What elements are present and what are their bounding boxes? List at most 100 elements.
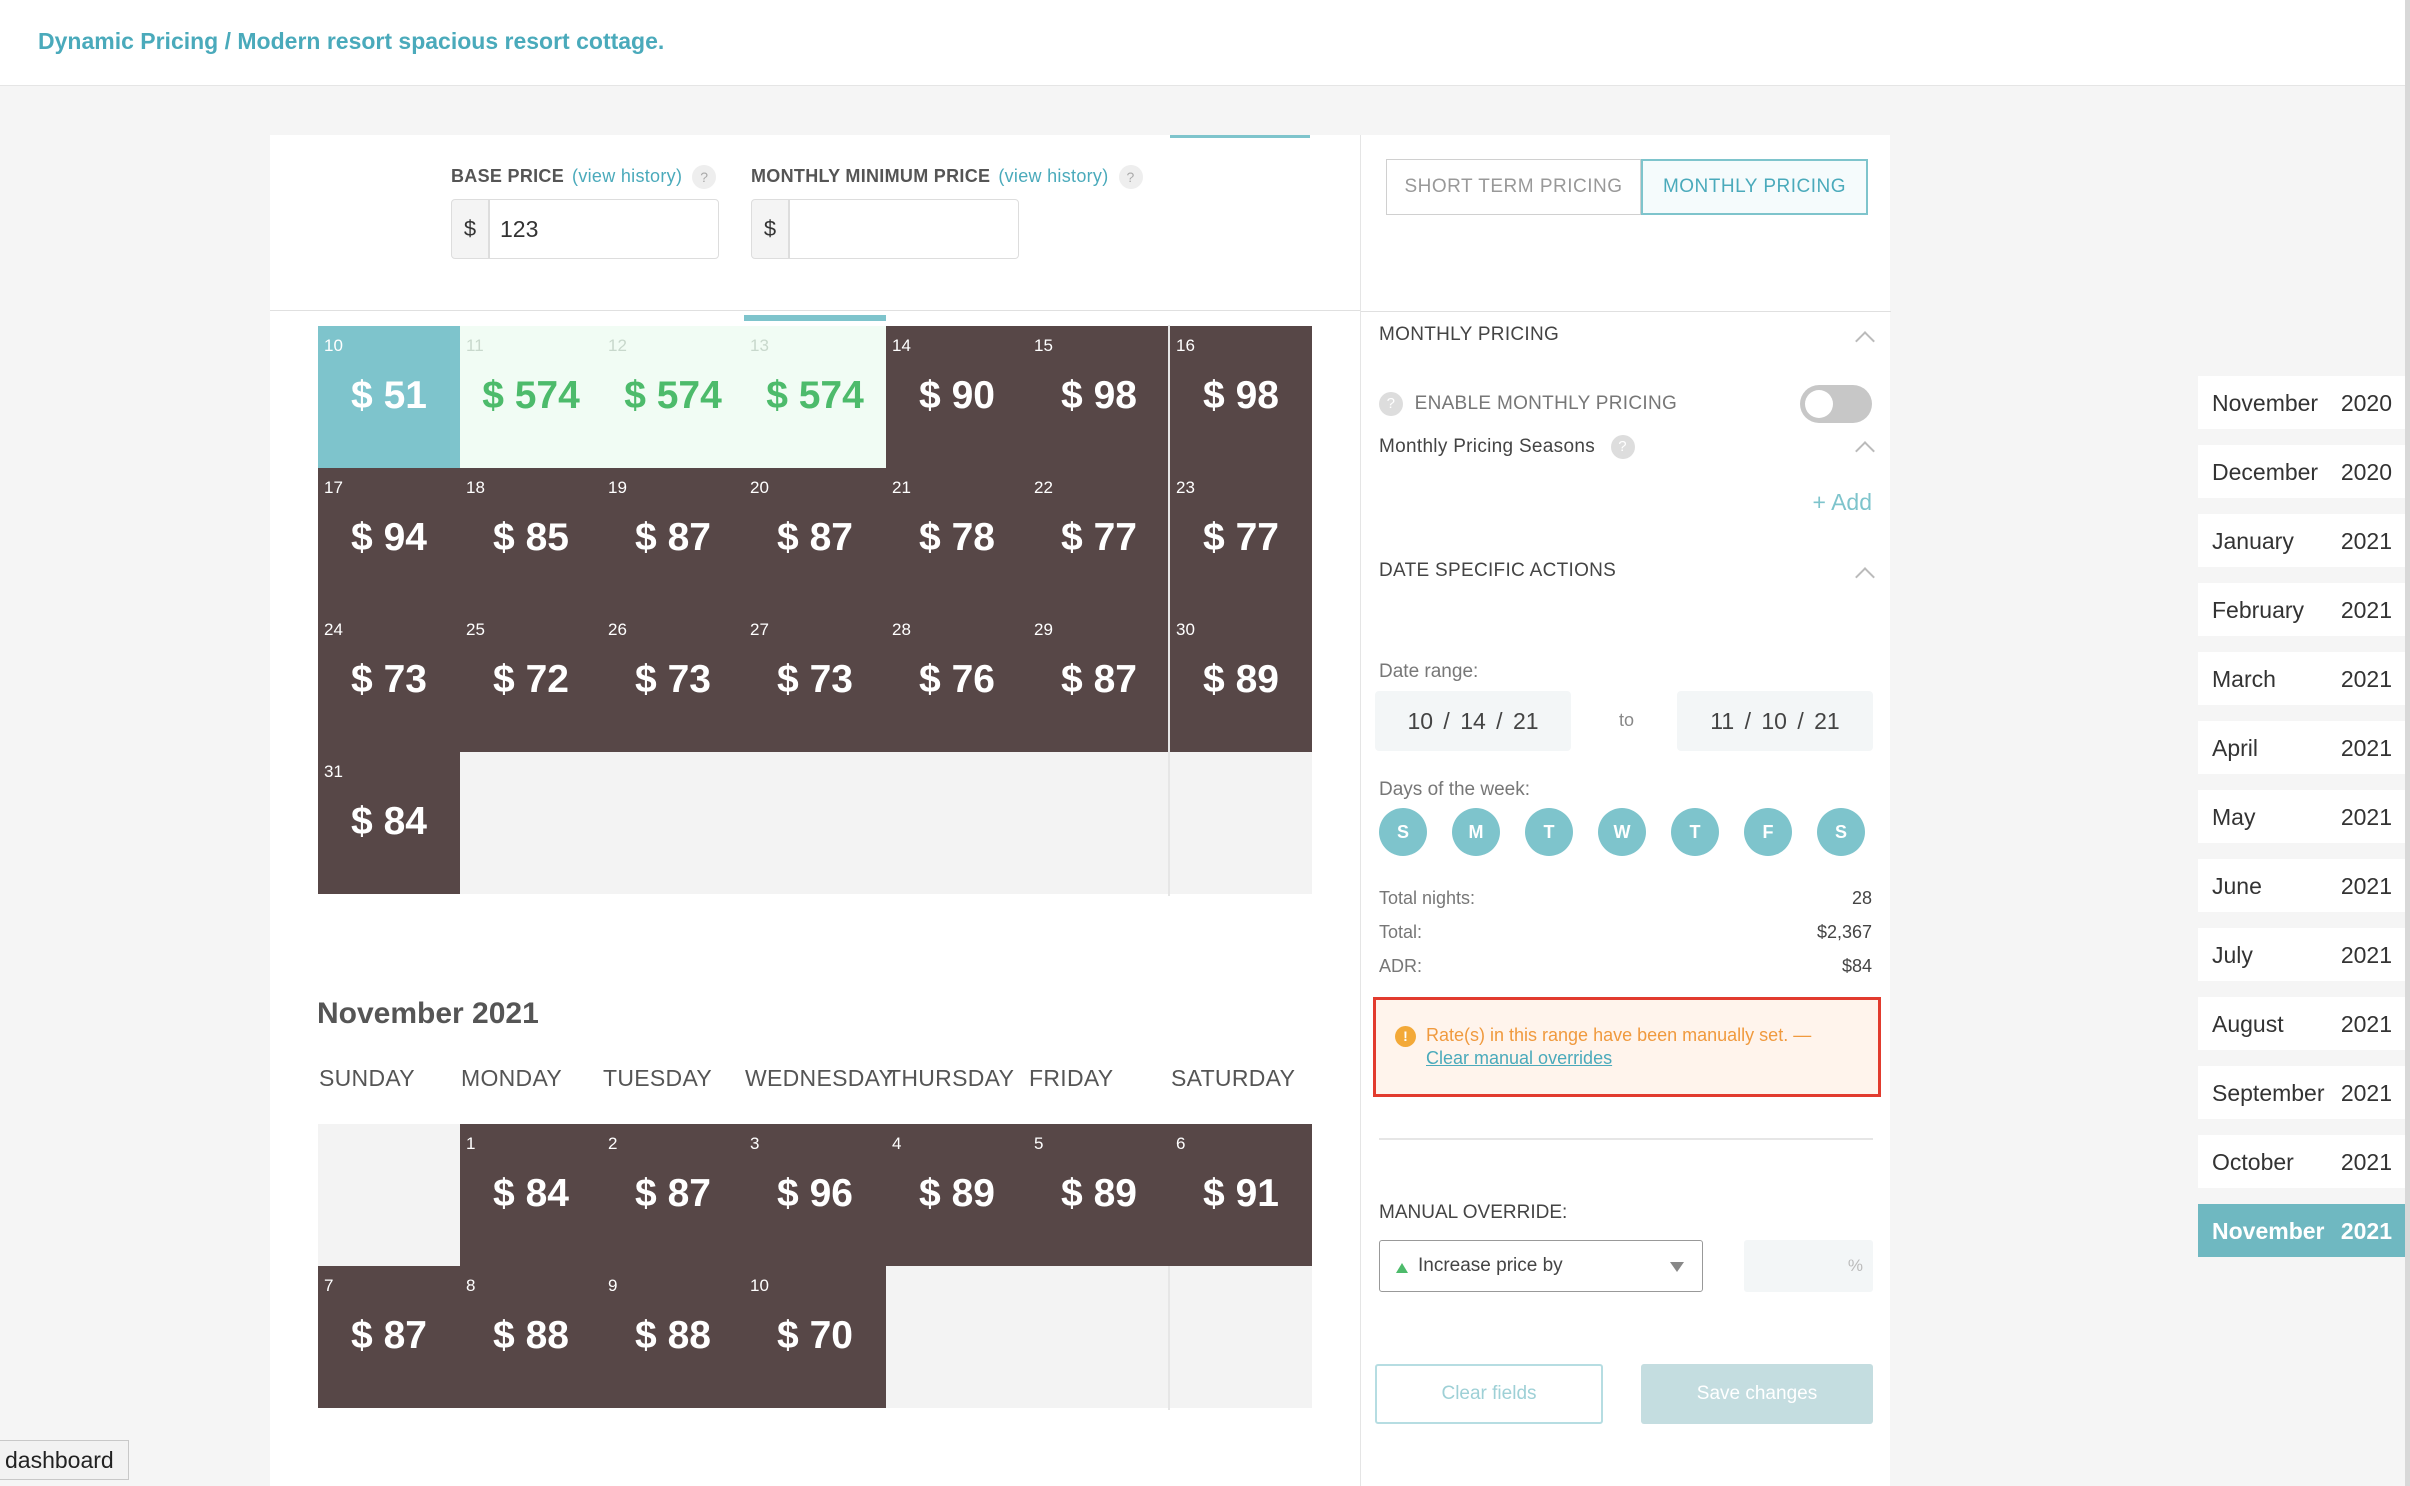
- month-nav-item[interactable]: March 2021: [2198, 652, 2410, 705]
- calendar-day-cell[interactable]: 26 $ 73: [602, 610, 744, 752]
- date-range-to-label: to: [1619, 710, 1635, 730]
- calendar-day-cell[interactable]: 10 $ 51: [318, 326, 460, 468]
- monthly-min-price-input[interactable]: [789, 199, 1019, 259]
- month-nav-item[interactable]: December 2020: [2198, 445, 2410, 498]
- warning-icon: !: [1395, 1026, 1416, 1047]
- calendar-day-cell[interactable]: 8 $ 88: [460, 1266, 602, 1408]
- day-number: 13: [750, 336, 769, 355]
- calendar-day-cell[interactable]: 16 $ 98: [1170, 326, 1312, 468]
- calendar-day-cell[interactable]: 31 $ 84: [318, 752, 460, 894]
- day-price: $ 90: [919, 374, 995, 417]
- calendar-day-cell[interactable]: 1 $ 84: [460, 1124, 602, 1266]
- chevron-up-icon[interactable]: [1855, 567, 1875, 587]
- calendar-day-cell[interactable]: 13 $ 574: [744, 326, 886, 468]
- calendar-day-cell[interactable]: 6 $ 91: [1170, 1124, 1312, 1266]
- calendar-day-cell[interactable]: 18 $ 85: [460, 468, 602, 610]
- month-nav-item[interactable]: July 2021: [2198, 928, 2410, 981]
- month-nav-item[interactable]: February 2021: [2198, 583, 2410, 636]
- day-of-week-toggle[interactable]: S: [1379, 808, 1427, 856]
- calendar-day-cell[interactable]: 20 $ 87: [744, 468, 886, 610]
- day-price: $ 77: [1061, 516, 1137, 559]
- breadcrumb[interactable]: Dynamic Pricing / Modern resort spacious…: [38, 28, 665, 54]
- calendar-day-cell[interactable]: 30 $ 89: [1170, 610, 1312, 752]
- seasons-help-icon[interactable]: ?: [1610, 435, 1635, 459]
- month-nav-item[interactable]: April 2021: [2198, 721, 2410, 774]
- clear-manual-overrides-link[interactable]: Clear manual overrides: [1426, 1048, 1613, 1068]
- month-name: March: [2212, 666, 2276, 692]
- calendar-day-cell[interactable]: 14 $ 90: [886, 326, 1028, 468]
- day-of-week-toggle[interactable]: T: [1525, 808, 1573, 856]
- save-changes-button[interactable]: Save changes: [1641, 1364, 1873, 1424]
- calendar-panel: BASE PRICE (view history)? $ 123 MONTHLY …: [270, 135, 1360, 1486]
- month-year: 2021: [2340, 597, 2392, 623]
- month-nav-item[interactable]: September 2021: [2198, 1066, 2410, 1119]
- calendar-day-cell[interactable]: 10 $ 70: [744, 1266, 886, 1408]
- tab-monthly-pricing[interactable]: MONTHLY PRICING: [1641, 159, 1868, 215]
- calendar-day-cell[interactable]: 4 $ 89: [886, 1124, 1028, 1266]
- date-range-to-input[interactable]: 11 / 10 / 21: [1677, 691, 1873, 751]
- day-price: $ 70: [777, 1314, 853, 1357]
- base-price-view-history-link[interactable]: (view history): [572, 166, 683, 186]
- day-price: $ 574: [624, 374, 722, 417]
- help-icon[interactable]: ?: [1379, 392, 1403, 416]
- day-price: $ 94: [351, 516, 427, 559]
- scrollbar[interactable]: [2405, 0, 2410, 1486]
- day-number: 8: [466, 1276, 476, 1295]
- pricing-sidebar: SHORT TERM PRICING MONTHLY PRICING MONTH…: [1360, 135, 1891, 1486]
- calendar-day-cell[interactable]: 17 $ 94: [318, 468, 460, 610]
- monthly-min-view-history-link[interactable]: (view history): [998, 166, 1109, 186]
- calendar-day-cell[interactable]: 9 $ 88: [602, 1266, 744, 1408]
- calendar-day-cell[interactable]: 24 $ 73: [318, 610, 460, 752]
- monthly-pricing-seasons-label: Monthly Pricing Seasons: [1379, 436, 1596, 458]
- calendar-day-cell[interactable]: 11 $ 574: [460, 326, 602, 468]
- month-nav-item[interactable]: August 2021: [2198, 997, 2410, 1050]
- month-nav-item[interactable]: May 2021: [2198, 790, 2410, 843]
- day-of-week-toggle[interactable]: T: [1671, 808, 1719, 856]
- day-of-week-toggle[interactable]: F: [1744, 808, 1792, 856]
- day-of-week-toggle[interactable]: W: [1598, 808, 1646, 856]
- calendar-day-cell[interactable]: 27 $ 73: [744, 610, 886, 752]
- pricing-tabs: SHORT TERM PRICING MONTHLY PRICING: [1386, 159, 1868, 215]
- calendar-day-cell[interactable]: 25 $ 72: [460, 610, 602, 752]
- month-year: 2020: [2340, 390, 2392, 416]
- calendar-day-cell[interactable]: 21 $ 78: [886, 468, 1028, 610]
- base-price-help-icon[interactable]: ?: [692, 165, 717, 189]
- chevron-up-icon[interactable]: [1855, 441, 1875, 461]
- clear-fields-button[interactable]: Clear fields: [1375, 1364, 1603, 1424]
- calendar-day-cell[interactable]: 22 $ 77: [1028, 468, 1170, 610]
- calendar-day-cell[interactable]: 28 $ 76: [886, 610, 1028, 752]
- calendar-day-cell[interactable]: 5 $ 89: [1028, 1124, 1170, 1266]
- calendar-day-cell[interactable]: 29 $ 87: [1028, 610, 1170, 752]
- calendar-day-cell[interactable]: 3 $ 96: [744, 1124, 886, 1266]
- calendar-day-cell[interactable]: 7 $ 87: [318, 1266, 460, 1408]
- month-nav-item[interactable]: October 2021: [2198, 1135, 2410, 1188]
- override-percent-input[interactable]: %: [1744, 1240, 1873, 1292]
- tab-short-term-pricing[interactable]: SHORT TERM PRICING: [1386, 159, 1641, 215]
- month-year: 2021: [2340, 666, 2392, 692]
- day-price: $ 78: [919, 516, 995, 559]
- month-nav-item[interactable]: November 2021: [2198, 1204, 2410, 1257]
- month-nav-item[interactable]: January 2021: [2198, 514, 2410, 567]
- enable-monthly-pricing-toggle[interactable]: [1800, 385, 1872, 423]
- month-year: 2020: [2340, 459, 2392, 485]
- add-season-button[interactable]: + Add: [1812, 489, 1872, 515]
- override-type-select[interactable]: Increase price by: [1379, 1240, 1703, 1292]
- day-of-week-toggle[interactable]: M: [1452, 808, 1500, 856]
- manual-override-label: MANUAL OVERRIDE:: [1379, 1202, 1568, 1223]
- calendar-day-cell[interactable]: 23 $ 77: [1170, 468, 1312, 610]
- day-price: $ 88: [635, 1314, 711, 1357]
- calendar-day-cell[interactable]: 12 $ 574: [602, 326, 744, 468]
- month-nav-item[interactable]: June 2021: [2198, 859, 2410, 912]
- chevron-up-icon[interactable]: [1855, 331, 1875, 351]
- day-price: $ 73: [777, 658, 853, 701]
- day-of-week-toggle[interactable]: S: [1817, 808, 1865, 856]
- date-range-from-input[interactable]: 10 / 14 / 21: [1375, 691, 1571, 751]
- monthly-min-help-icon[interactable]: ?: [1118, 165, 1143, 189]
- day-number: 5: [1034, 1134, 1044, 1153]
- calendar-day-cell[interactable]: 19 $ 87: [602, 468, 744, 610]
- calendar-day-cell[interactable]: 15 $ 98: [1028, 326, 1170, 468]
- day-price: $ 574: [766, 374, 864, 417]
- calendar-day-cell[interactable]: 2 $ 87: [602, 1124, 744, 1266]
- month-nav-item[interactable]: November 2020: [2198, 376, 2410, 429]
- base-price-input[interactable]: 123: [489, 199, 719, 259]
